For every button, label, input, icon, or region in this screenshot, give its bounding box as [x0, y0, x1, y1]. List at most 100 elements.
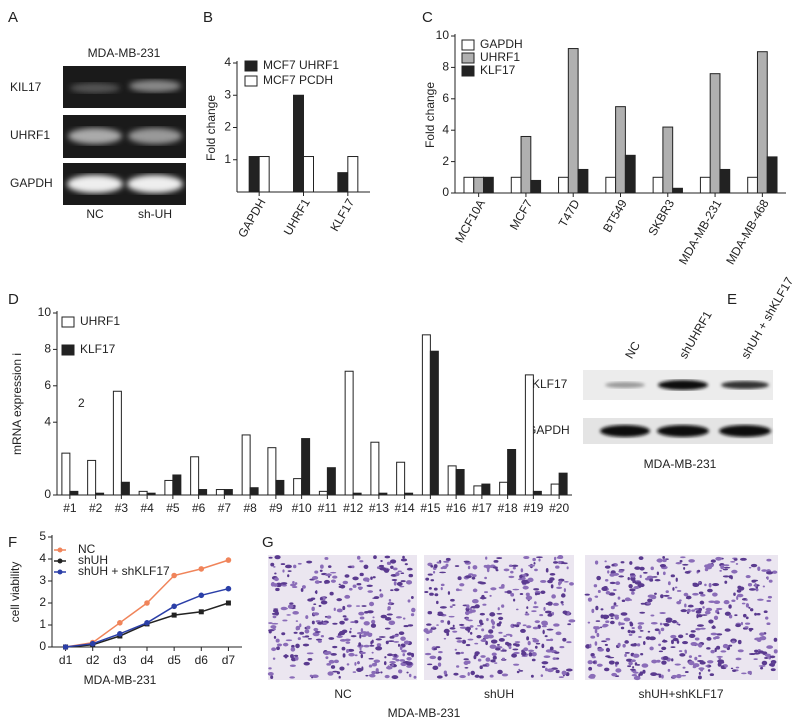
cell — [383, 661, 387, 666]
x-tick-label: #17 — [472, 501, 492, 515]
cell — [590, 652, 595, 657]
panel-label: D — [8, 291, 19, 308]
cell — [476, 624, 482, 627]
cell — [551, 594, 556, 599]
cell — [297, 562, 302, 565]
cell — [437, 611, 443, 615]
cell — [320, 600, 328, 605]
legend-label: MCF7 PCDH — [263, 73, 333, 87]
legend-label: KLF17 — [80, 342, 116, 356]
x-tick-label: #14 — [395, 501, 415, 515]
cell — [510, 592, 515, 597]
cell — [771, 570, 778, 574]
cell — [549, 573, 556, 576]
cell — [479, 581, 487, 585]
cell — [388, 620, 396, 626]
cell — [534, 645, 538, 649]
cell — [622, 643, 626, 648]
cell — [445, 563, 449, 567]
cell — [690, 641, 698, 646]
cell — [361, 605, 367, 607]
cell — [678, 650, 683, 653]
cell — [688, 633, 696, 639]
cell — [618, 570, 624, 573]
cell — [485, 556, 488, 560]
cell — [684, 603, 687, 608]
cell — [270, 625, 277, 629]
cell — [399, 585, 405, 588]
cell — [676, 640, 680, 644]
cell — [413, 675, 417, 679]
cell — [354, 654, 358, 657]
cell — [342, 580, 349, 585]
cell — [387, 640, 395, 643]
lane-label: NC — [622, 339, 643, 361]
cell — [773, 637, 778, 642]
marker — [89, 640, 96, 647]
cell — [723, 564, 730, 567]
cell — [632, 653, 640, 658]
cell — [676, 674, 682, 679]
cell — [296, 625, 301, 631]
cell — [272, 615, 277, 619]
cell — [631, 626, 635, 630]
y-tick-label: 2 — [224, 120, 231, 134]
cell — [544, 610, 552, 614]
cell — [675, 577, 678, 582]
cell — [379, 589, 382, 592]
cell — [273, 566, 276, 568]
cell — [702, 606, 705, 609]
cell — [665, 617, 673, 622]
cell — [662, 656, 669, 661]
cell — [355, 605, 361, 607]
x-tick-label: MCF10A — [452, 197, 488, 245]
cell — [639, 671, 643, 676]
cell — [400, 636, 406, 641]
bar — [662, 126, 674, 194]
row-label: KLF17 — [532, 377, 568, 391]
cell — [453, 672, 459, 676]
cell — [521, 579, 528, 585]
cell — [632, 666, 635, 669]
bar — [370, 441, 380, 496]
cell — [356, 632, 363, 635]
cell — [699, 661, 706, 665]
cell — [384, 656, 387, 659]
cell — [553, 556, 557, 561]
cell — [376, 643, 382, 647]
cell — [406, 656, 412, 661]
cell — [639, 630, 644, 632]
cell — [676, 600, 682, 605]
marker — [62, 644, 69, 650]
cell — [684, 670, 689, 673]
cell — [427, 611, 433, 615]
cell — [604, 579, 609, 582]
cell — [684, 571, 691, 574]
cell — [663, 594, 670, 597]
bar — [766, 156, 778, 194]
cell — [371, 651, 374, 654]
cell — [747, 670, 752, 675]
cell — [351, 565, 355, 569]
bar — [699, 176, 711, 194]
cell — [408, 573, 414, 578]
cell — [366, 631, 370, 636]
cell — [546, 628, 554, 631]
cell — [503, 568, 510, 572]
cell — [338, 630, 346, 636]
x-tick-label: #1 — [63, 501, 77, 515]
cell — [676, 621, 679, 626]
cell — [393, 581, 397, 586]
cell — [501, 584, 505, 588]
cell — [568, 619, 576, 623]
cell — [735, 666, 740, 669]
cell — [271, 647, 277, 652]
panel-label: E — [727, 291, 737, 308]
cell — [430, 579, 435, 582]
bar — [499, 481, 509, 496]
cell — [433, 564, 438, 569]
cell — [314, 570, 319, 574]
cell — [485, 657, 491, 662]
cell — [471, 599, 479, 604]
cell — [338, 583, 341, 586]
